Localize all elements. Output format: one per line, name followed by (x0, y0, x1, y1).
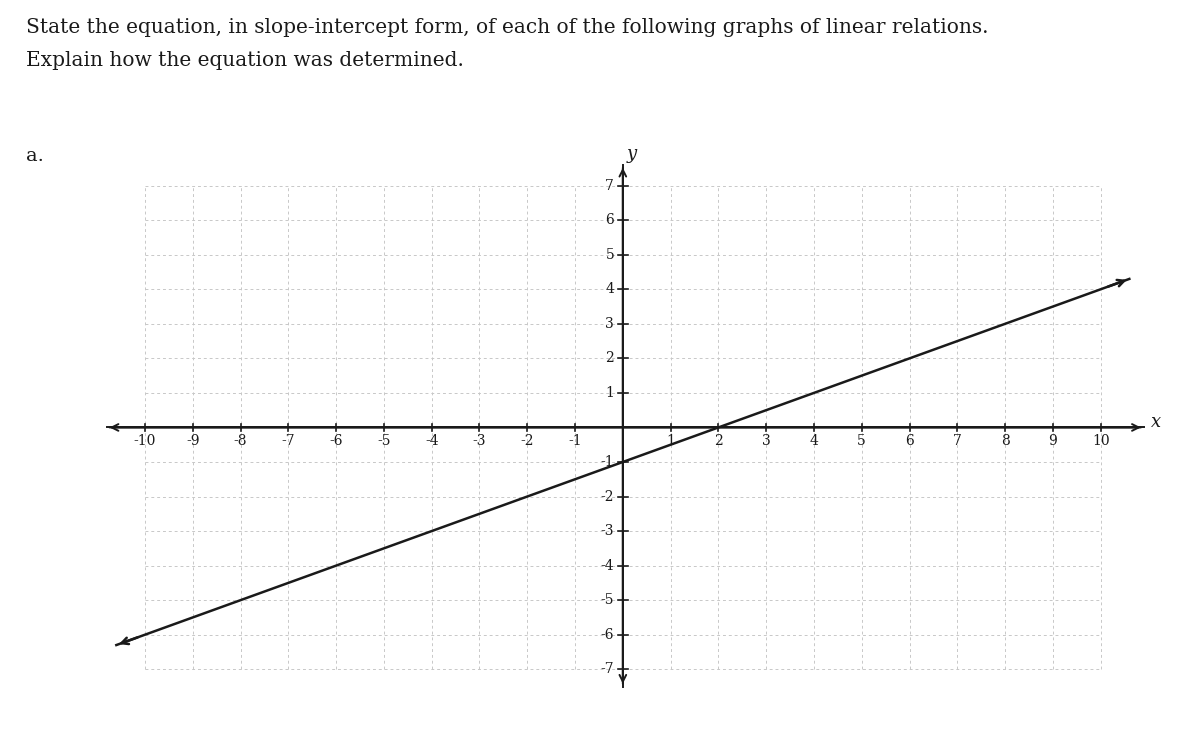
Text: 2: 2 (714, 434, 722, 448)
Text: -4: -4 (425, 434, 438, 448)
Text: y: y (626, 145, 636, 163)
Text: a.: a. (26, 147, 44, 165)
Text: -7: -7 (282, 434, 295, 448)
Text: 4: 4 (605, 283, 614, 297)
Text: 7: 7 (605, 178, 614, 192)
Text: -1: -1 (569, 434, 582, 448)
Text: Explain how the equation was determined.: Explain how the equation was determined. (26, 51, 464, 70)
Text: -6: -6 (601, 628, 614, 642)
Text: -4: -4 (601, 559, 614, 573)
Text: 3: 3 (762, 434, 770, 448)
Text: 5: 5 (857, 434, 866, 448)
Text: -7: -7 (601, 662, 614, 676)
Text: 1: 1 (666, 434, 676, 448)
Text: 1: 1 (605, 386, 614, 400)
Text: -6: -6 (329, 434, 343, 448)
Text: -3: -3 (473, 434, 486, 448)
Text: -2: -2 (521, 434, 534, 448)
Text: -8: -8 (234, 434, 247, 448)
Text: -1: -1 (601, 455, 614, 469)
Text: 2: 2 (606, 352, 614, 366)
Text: State the equation, in slope-intercept form, of each of the following graphs of : State the equation, in slope-intercept f… (26, 18, 989, 37)
Text: 8: 8 (1001, 434, 1009, 448)
Text: -3: -3 (601, 524, 614, 538)
Text: -5: -5 (601, 593, 614, 607)
Text: x: x (1151, 413, 1160, 432)
Text: 6: 6 (905, 434, 914, 448)
Text: 6: 6 (606, 213, 614, 228)
Text: -2: -2 (601, 490, 614, 504)
Text: 9: 9 (1049, 434, 1057, 448)
Text: 7: 7 (953, 434, 961, 448)
Text: 10: 10 (1092, 434, 1110, 448)
Text: -5: -5 (377, 434, 391, 448)
Text: -9: -9 (186, 434, 199, 448)
Text: -10: -10 (134, 434, 156, 448)
Text: 3: 3 (606, 317, 614, 331)
Text: 4: 4 (810, 434, 818, 448)
Text: 5: 5 (606, 248, 614, 262)
